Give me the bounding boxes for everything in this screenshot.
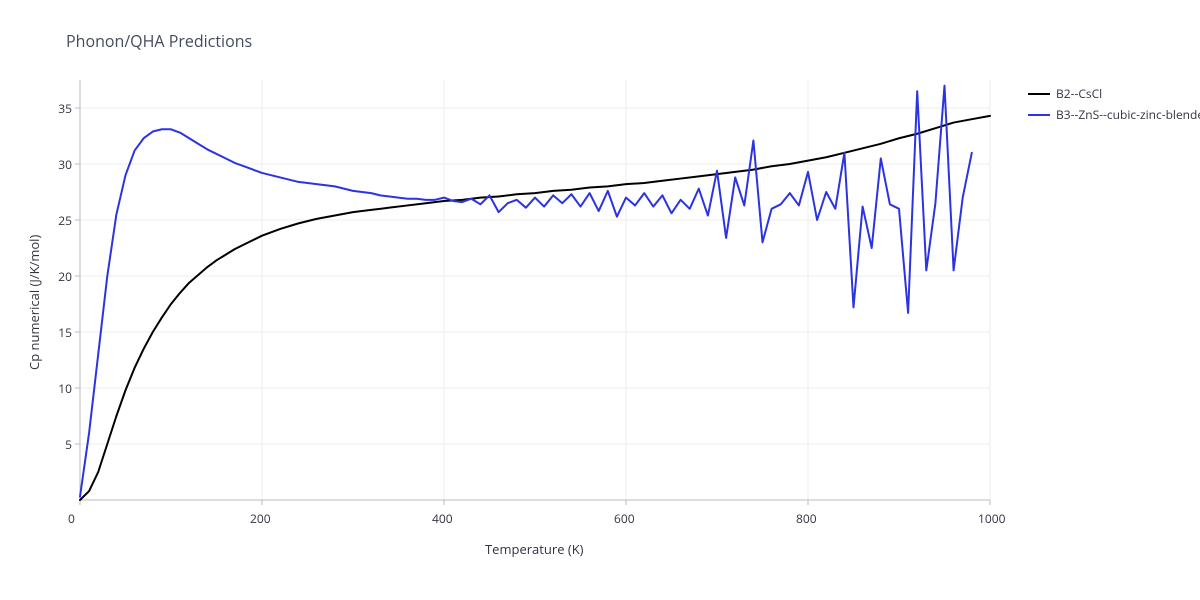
legend-swatch (1028, 93, 1050, 95)
legend-item[interactable]: B3--ZnS--cubic-zinc-blende (1028, 106, 1200, 123)
y-tick-label: 20 (52, 268, 72, 285)
x-tick-label: 0 (68, 510, 75, 527)
x-tick-label: 600 (614, 510, 635, 527)
legend-item[interactable]: B2--CsCl (1028, 85, 1200, 102)
x-tick-label: 200 (250, 510, 271, 527)
legend-swatch (1028, 114, 1050, 116)
chart-container: { "chart": { "type": "line", "title": "P… (0, 0, 1200, 600)
legend: B2--CsCl B3--ZnS--cubic-zinc-blende (1028, 85, 1200, 127)
y-tick-label: 15 (52, 324, 72, 341)
legend-label: B2--CsCl (1056, 85, 1102, 102)
x-tick-label: 400 (432, 510, 453, 527)
plot-area (0, 0, 1200, 600)
y-tick-label: 10 (52, 380, 72, 397)
y-tick-label: 25 (52, 212, 72, 229)
y-tick-label: 35 (52, 100, 72, 117)
legend-label: B3--ZnS--cubic-zinc-blende (1056, 106, 1200, 123)
x-tick-label: 1000 (978, 510, 1005, 527)
y-tick-label: 5 (52, 436, 72, 453)
x-tick-label: 800 (796, 510, 817, 527)
y-tick-label: 30 (52, 156, 72, 173)
